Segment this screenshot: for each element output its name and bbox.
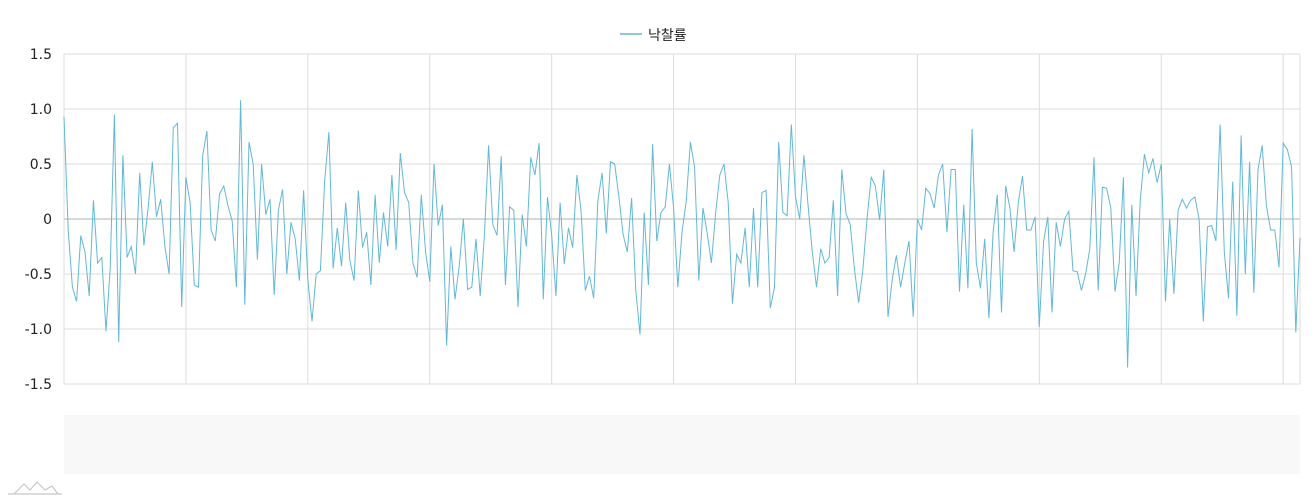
y-tick-label: 0.5 <box>30 157 52 173</box>
legend-label: 낙찰률 <box>648 28 687 44</box>
mountain-logo-icon <box>8 481 62 495</box>
y-tick-label: 1.5 <box>30 47 52 63</box>
y-tick-label: 0 <box>43 212 52 228</box>
chart-series <box>63 100 1301 368</box>
range-scrollbar[interactable] <box>64 415 1300 474</box>
y-tick-label: -1.0 <box>25 322 52 338</box>
y-axis-tick-labels: 1.5 1.0 0.5 0 -0.5 -1.0 -1.5 <box>25 47 52 393</box>
legend[interactable]: 낙찰률 <box>620 28 687 44</box>
y-tick-label: 1.0 <box>30 102 52 118</box>
y-tick-label: -0.5 <box>25 267 52 283</box>
y-tick-label: -1.5 <box>25 377 52 393</box>
series-line <box>63 100 1301 368</box>
chart-grid <box>63 53 1301 385</box>
